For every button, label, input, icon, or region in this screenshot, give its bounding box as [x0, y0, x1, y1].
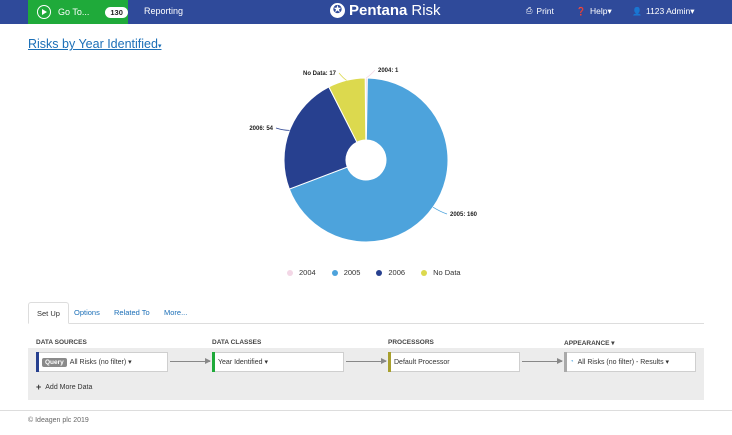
processor-box[interactable]: Default Processor — [388, 352, 520, 372]
legend-label: No Data — [433, 268, 461, 277]
footer-divider — [0, 410, 732, 411]
footer-copyright: © Ideagen plc 2019 — [28, 417, 89, 424]
top-navigation-bar: Go To... 130 Reporting ✪ Pentana Risk ⎙ … — [0, 0, 732, 24]
brand-name: Pentana — [349, 2, 408, 19]
pie-data-label: 2006: 54 — [249, 126, 273, 132]
data-class-label: Year Identified ▾ — [218, 359, 268, 366]
legend-dot-icon — [287, 269, 293, 276]
header-processors: PROCESSORS — [388, 339, 434, 346]
report-pipeline: DATA SOURCES DATA CLASSES PROCESSORS APP… — [28, 334, 704, 400]
data-class-box[interactable]: Year Identified ▾ — [212, 352, 344, 372]
pie-leader-line — [366, 69, 376, 79]
user-menu[interactable]: 👤 1123 Admin▾ — [632, 6, 695, 17]
arrow-icon — [346, 358, 387, 364]
header-data-sources: DATA SOURCES — [36, 339, 87, 346]
nav-reporting-link[interactable]: Reporting — [144, 6, 184, 16]
data-class-stripe — [212, 352, 215, 372]
brand-logo[interactable]: ✪ Pentana Risk — [330, 2, 441, 19]
legend-item[interactable]: 2005 — [331, 268, 361, 277]
goto-label: Go To... — [58, 7, 90, 17]
pie-chart: 2004: 1 2005: 160 2006: 54 No Data: 17 — [249, 68, 478, 243]
help-label: Help▾ — [589, 6, 612, 16]
pie-slice-2005[interactable] — [288, 77, 449, 243]
header-appearance[interactable]: APPEARANCE ▾ — [564, 340, 615, 347]
legend-dot-icon — [331, 269, 338, 276]
tab-options[interactable]: Options — [74, 308, 100, 317]
legend-label: 2005 — [343, 268, 361, 277]
play-circle-icon — [37, 5, 51, 19]
tab-related-to[interactable]: Related To — [114, 308, 150, 317]
goto-button[interactable]: Go To... 130 — [28, 0, 128, 24]
printer-icon: ⎙ — [526, 6, 533, 15]
processor-stripe — [388, 352, 391, 372]
legend-dot-icon — [421, 269, 428, 276]
pie-chart-icon: ◔ — [570, 359, 574, 365]
pie-slice-2006[interactable] — [283, 86, 358, 190]
pie-data-label: 2005: 160 — [450, 212, 478, 218]
user-label: 1123 Admin▾ — [645, 6, 695, 16]
brand-sub: Risk — [411, 2, 441, 19]
legend-label: 2004 — [299, 268, 316, 277]
add-more-label: Add More Data — [45, 383, 93, 391]
help-menu[interactable]: ❓ Help▾ — [576, 6, 612, 17]
print-label: Print — [536, 6, 554, 16]
appearance-label: All Risks (no filter) - Results ▾ — [577, 359, 670, 366]
chevron-down-icon: ▾ — [157, 43, 162, 50]
print-button[interactable]: ⎙ Print — [526, 6, 554, 16]
query-badge: Query — [42, 357, 67, 367]
data-source-box[interactable]: Query All Risks (no filter) ▾ — [36, 352, 168, 372]
tab-bar: Set Up Options Related To More... — [28, 302, 704, 324]
add-more-data-button[interactable]: + Add More Data — [36, 382, 92, 392]
user-icon: 👤 — [632, 7, 642, 16]
page-title-text: Risks by Year Identified — [28, 37, 158, 51]
chart-legend: 2004 2005 2006 No Data — [287, 268, 477, 277]
appearance-stripe — [564, 352, 567, 372]
arrow-icon — [522, 358, 563, 364]
data-source-stripe — [36, 352, 39, 372]
appearance-box[interactable]: ◔ All Risks (no filter) - Results ▾ — [564, 352, 696, 372]
pentana-star-icon: ✪ — [330, 3, 345, 18]
arrow-icon — [170, 358, 211, 364]
legend-item[interactable]: 2004 — [287, 268, 316, 277]
tab-more[interactable]: More... — [164, 308, 188, 317]
legend-item[interactable]: No Data — [421, 268, 461, 277]
pie-slice-no-data[interactable] — [328, 77, 367, 143]
processor-label: Default Processor — [394, 358, 450, 366]
pie-data-label: No Data: 17 — [303, 71, 337, 77]
pie-leader-line — [432, 206, 448, 215]
legend-dot-icon — [376, 269, 383, 276]
header-data-classes: DATA CLASSES — [212, 339, 262, 346]
data-source-label: All Risks (no filter) ▾ — [69, 359, 132, 366]
legend-label: 2006 — [388, 268, 406, 277]
legend-item[interactable]: 2006 — [376, 268, 405, 277]
pie-data-label: 2004: 1 — [378, 68, 399, 74]
help-circle-icon: ❓ — [576, 7, 586, 16]
plus-icon: + — [36, 382, 42, 392]
pie-leader-line — [275, 127, 290, 131]
goto-count-badge: 130 — [105, 6, 128, 18]
tab-setup[interactable]: Set Up — [28, 302, 69, 324]
page-title[interactable]: Risks by Year Identified▾ — [28, 37, 161, 51]
pie-leader-line — [338, 72, 347, 81]
